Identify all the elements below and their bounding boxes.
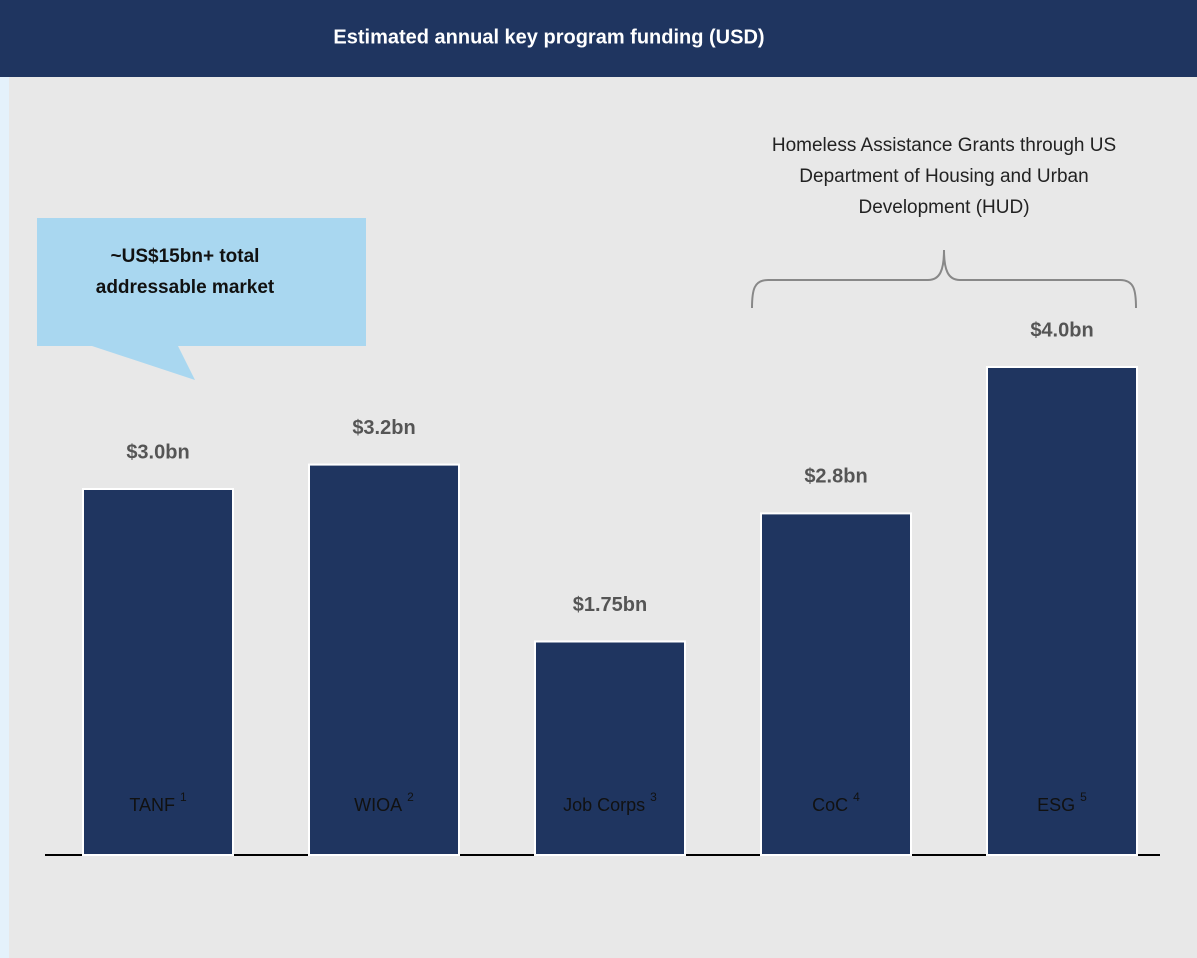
bracket-annotation: Department of Housing and Urban — [799, 166, 1088, 187]
bar — [308, 463, 460, 856]
footnote-ref: 4 — [853, 790, 860, 804]
footnote-ref: 1 — [180, 790, 187, 804]
category-name: WIOA — [354, 795, 402, 815]
value-label: $3.2bn — [352, 417, 415, 439]
bar — [82, 488, 234, 856]
bar — [534, 640, 686, 856]
callout-box — [37, 218, 366, 380]
bracket-annotation: Homeless Assistance Grants through US — [772, 135, 1116, 156]
category-name: Job Corps — [563, 795, 645, 815]
callout-text: addressable market — [96, 277, 275, 298]
value-label: $4.0bn — [1030, 319, 1093, 341]
left-strip — [0, 77, 9, 958]
chart-title: Estimated annual key program funding (US… — [333, 26, 764, 48]
header — [0, 0, 1197, 77]
x-tick-label: CoC 4 — [812, 790, 860, 815]
bracket — [751, 249, 1137, 309]
x-tick-label: TANF 1 — [129, 790, 187, 815]
bracket-annotation: Development (HUD) — [858, 197, 1029, 218]
x-tick-label: Job Corps 3 — [563, 790, 657, 815]
bar — [760, 512, 912, 857]
footnote-ref: 5 — [1080, 790, 1087, 804]
x-tick-label: ESG 5 — [1037, 790, 1087, 815]
value-label: $1.75bn — [573, 594, 647, 616]
bar — [986, 366, 1138, 856]
footnote-ref: 2 — [407, 790, 414, 804]
category-name: CoC — [812, 795, 848, 815]
value-label: $2.8bn — [804, 466, 867, 488]
category-name: ESG — [1037, 795, 1075, 815]
footnote-ref: 3 — [650, 790, 657, 804]
category-name: TANF — [129, 795, 175, 815]
value-label: $3.0bn — [126, 441, 189, 463]
callout-text: ~US$15bn+ total — [111, 246, 260, 267]
x-tick-label: WIOA 2 — [354, 790, 414, 815]
